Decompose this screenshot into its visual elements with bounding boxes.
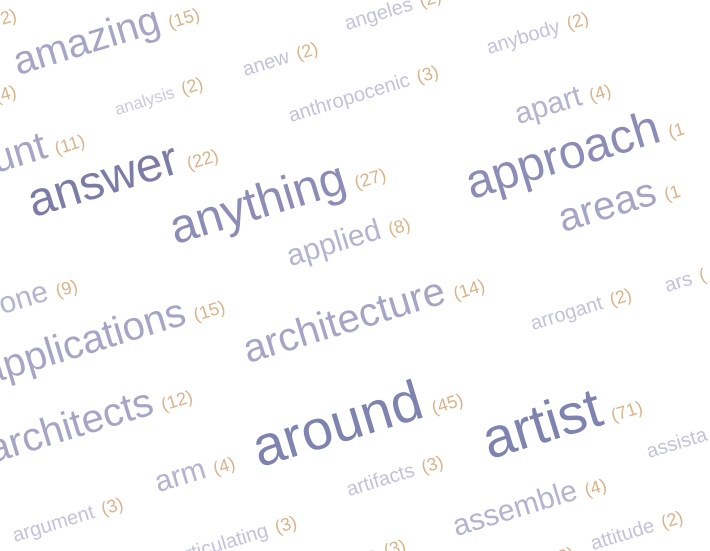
tag-amazing[interactable]: amazing(15) [7, 0, 202, 84]
tag-anew[interactable]: anew(2) [239, 38, 321, 81]
tag-architecture[interactable]: architecture(14) [237, 268, 488, 372]
tag-attitude[interactable]: attitude(2) [587, 506, 686, 551]
tag-anybody[interactable]: anybody(2) [483, 7, 592, 59]
tag-analysis[interactable]: analysis (2) [112, 73, 206, 119]
tag-anthropocenic[interactable]: anthropocenic(3) [285, 61, 441, 127]
tag-fragment-top-left[interactable]: 2) [0, 4, 19, 29]
tag-artifacts[interactable]: artifacts(3) [343, 451, 446, 501]
tag-angeles[interactable]: angeles(2) [341, 0, 444, 35]
tag-argument[interactable]: argument(3) [9, 493, 126, 547]
tag-assista[interactable]: assista [643, 423, 710, 463]
tag-fragment-left[interactable]: (4) [0, 81, 19, 107]
tag-spire[interactable]: spire(3) [332, 535, 409, 551]
tag-assemble[interactable]: assemble(4) [448, 473, 609, 543]
tag-one[interactable]: one(9) [0, 274, 80, 321]
tag-architects[interactable]: architects(12) [0, 379, 196, 472]
tag-arrogant[interactable]: arrogant(2) [527, 284, 634, 335]
tag-ars[interactable]: ars( [661, 264, 708, 297]
tag-articulating[interactable]: articulating(3) [171, 511, 300, 551]
tag-artist[interactable]: artist(71) [474, 375, 645, 471]
tag-fragment-bottom[interactable]: (3) [542, 543, 577, 551]
tag-arm[interactable]: arm(4) [150, 452, 238, 499]
